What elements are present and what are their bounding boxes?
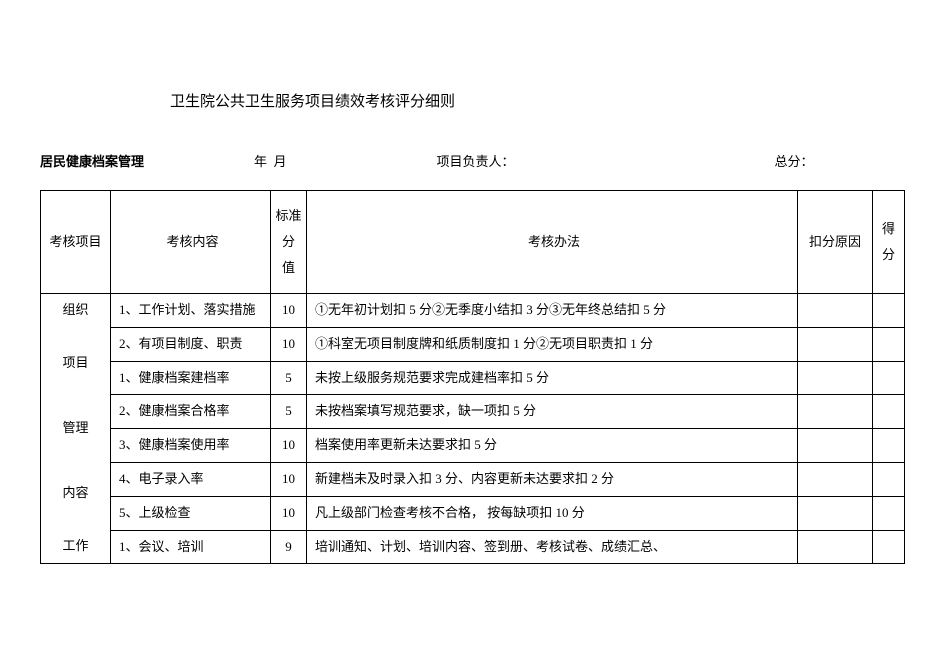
header-line: 居民健康档案管理 年 月 项目负责人： 总分： [40,151,905,170]
cell-final [873,530,905,564]
cell-project-merged: 项目管理内容 [41,327,111,530]
cell-method: 培训通知、计划、培训内容、签到册、考核试卷、成绩汇总、 [307,530,798,564]
cell-content: 1、工作计划、落实措施 [111,294,271,328]
cell-content: 4、电子录入率 [111,462,271,496]
cell-method: 未按上级服务规范要求完成建档率扣 5 分 [307,361,798,395]
cell-reason [798,294,873,328]
cell-final [873,462,905,496]
table-row: 工作 1、会议、培训 9 培训通知、计划、培训内容、签到册、考核试卷、成绩汇总、 [41,530,905,564]
cell-reason [798,327,873,361]
section-label: 居民健康档案管理 [40,151,144,170]
cell-content: 5、上级检查 [111,496,271,530]
cell-reason [798,462,873,496]
cell-score: 10 [271,496,307,530]
table-row: 3、健康档案使用率 10 档案使用率更新未达要求扣 5 分 [41,429,905,463]
cell-final [873,294,905,328]
cell-method: 凡上级部门检查考核不合格， 按每缺项扣 10 分 [307,496,798,530]
th-final: 得分 [873,191,905,294]
cell-method: ①无年初计划扣 5 分②无季度小结扣 3 分③无年终总结扣 5 分 [307,294,798,328]
manager-label: 项目负责人： [437,151,515,170]
cell-score: 10 [271,327,307,361]
table-row: 5、上级检查 10 凡上级部门检查考核不合格， 按每缺项扣 10 分 [41,496,905,530]
cell-score: 5 [271,361,307,395]
cell-reason [798,361,873,395]
cell-reason [798,395,873,429]
table-row: 组织 1、工作计划、落实措施 10 ①无年初计划扣 5 分②无季度小结扣 3 分… [41,294,905,328]
th-score: 标准分值 [271,191,307,294]
cell-final [873,361,905,395]
cell-content: 3、健康档案使用率 [111,429,271,463]
cell-final [873,496,905,530]
cell-method: 档案使用率更新未达要求扣 5 分 [307,429,798,463]
cell-method: 未按档案填写规范要求，缺一项扣 5 分 [307,395,798,429]
th-reason: 扣分原因 [798,191,873,294]
cell-score: 10 [271,429,307,463]
cell-reason [798,496,873,530]
table-row: 4、电子录入率 10 新建档未及时录入扣 3 分、内容更新未达要求扣 2 分 [41,462,905,496]
document-title: 卫生院公共卫生服务项目绩效考核评分细则 [170,90,905,111]
cell-score: 9 [271,530,307,564]
cell-score: 10 [271,294,307,328]
th-content: 考核内容 [111,191,271,294]
cell-content: 2、健康档案合格率 [111,395,271,429]
cell-final [873,395,905,429]
table-row: 项目管理内容 2、有项目制度、职责 10 ①科室无项目制度牌和纸质制度扣 1 分… [41,327,905,361]
cell-content: 2、有项目制度、职责 [111,327,271,361]
evaluation-table: 考核项目 考核内容 标准分值 考核办法 扣分原因 得分 组织 1、工作计划、落实… [40,190,905,564]
cell-content: 1、会议、培训 [111,530,271,564]
cell-score: 5 [271,395,307,429]
cell-final [873,327,905,361]
cell-project: 工作 [41,530,111,564]
cell-project: 组织 [41,294,111,328]
total-label: 总分： [775,151,814,170]
table-row: 1、健康档案建档率 5 未按上级服务规范要求完成建档率扣 5 分 [41,361,905,395]
cell-method: ①科室无项目制度牌和纸质制度扣 1 分②无项目职责扣 1 分 [307,327,798,361]
cell-content: 1、健康档案建档率 [111,361,271,395]
cell-reason [798,530,873,564]
th-project: 考核项目 [41,191,111,294]
cell-final [873,429,905,463]
table-row: 2、健康档案合格率 5 未按档案填写规范要求，缺一项扣 5 分 [41,395,905,429]
date-label: 年 月 [254,151,287,170]
th-method: 考核办法 [307,191,798,294]
table-header-row: 考核项目 考核内容 标准分值 考核办法 扣分原因 得分 [41,191,905,294]
cell-method: 新建档未及时录入扣 3 分、内容更新未达要求扣 2 分 [307,462,798,496]
cell-reason [798,429,873,463]
cell-score: 10 [271,462,307,496]
